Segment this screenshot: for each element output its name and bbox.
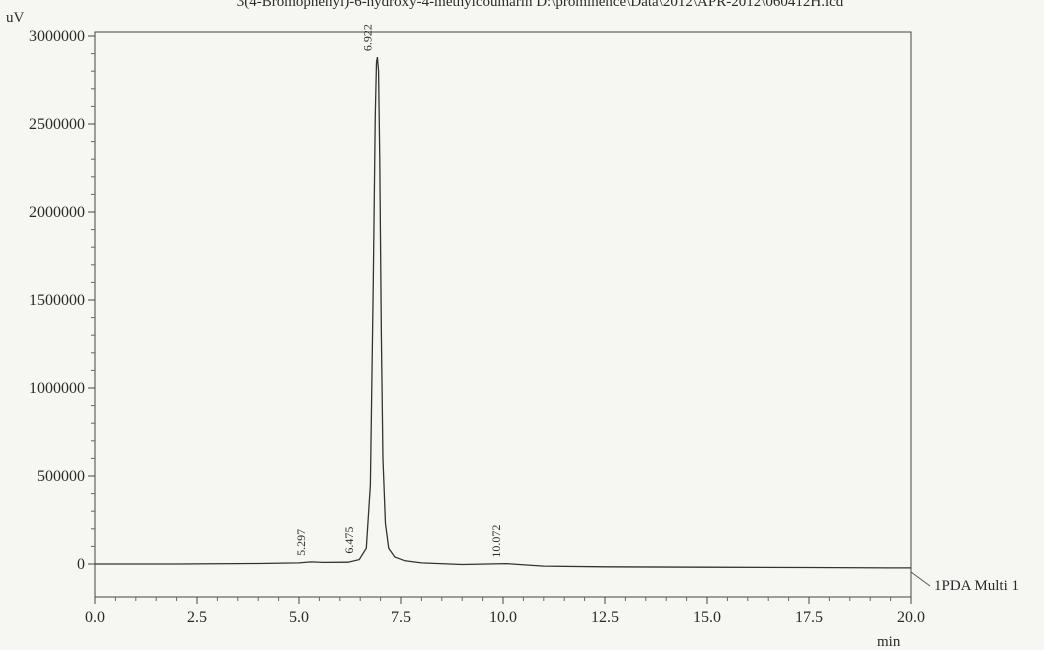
- y-axis: 0 500000 1000000 1500000 2000000 2500000 30000…: [29, 28, 95, 573]
- x-axis: 0.0 2.5 5.0 7.5 10.0 12.5 15.0 17.5 20.0: [85, 597, 925, 626]
- series-label-leader: [910, 571, 931, 587]
- x-tick-label: 5.0: [289, 609, 309, 626]
- y-tick-label: 2000000: [29, 204, 85, 221]
- peak-label: 6.922: [360, 24, 374, 51]
- x-axis-unit-label: min: [877, 634, 901, 650]
- chart-title: 3(4-Bromophenyl)-6-hydroxy-4-methylcouma…: [237, 0, 844, 10]
- x-tick-label: 7.5: [391, 609, 411, 626]
- y-tick-label: 1500000: [29, 292, 85, 309]
- x-tick-label: 2.5: [187, 609, 207, 626]
- series-label-1pda-multi-1: 1PDA Multi 1: [934, 578, 1019, 594]
- peak-label: 10.072: [489, 525, 503, 558]
- x-tick-label: 20.0: [897, 609, 925, 626]
- y-axis-unit-label: uV: [6, 10, 25, 26]
- peak-label: 6.475: [342, 527, 356, 554]
- x-tick-label: 17.5: [795, 609, 823, 626]
- plot-frame: [94, 31, 912, 598]
- y-tick-label: 3000000: [29, 28, 85, 45]
- peak-labels: 5.297 6.475 6.922 10.072: [294, 24, 503, 558]
- peak-label: 5.297: [294, 529, 308, 556]
- y-tick-label: 2500000: [29, 116, 85, 133]
- x-tick-label: 0.0: [85, 609, 105, 626]
- y-tick-label: 500000: [37, 468, 85, 485]
- y-tick-label: 0: [77, 556, 85, 573]
- y-tick-label: 1000000: [29, 380, 85, 397]
- x-tick-label: 10.0: [489, 609, 517, 626]
- series-line-1pda-multi-1: [95, 56, 911, 569]
- x-tick-label: 12.5: [591, 609, 619, 626]
- x-tick-label: 15.0: [693, 609, 721, 626]
